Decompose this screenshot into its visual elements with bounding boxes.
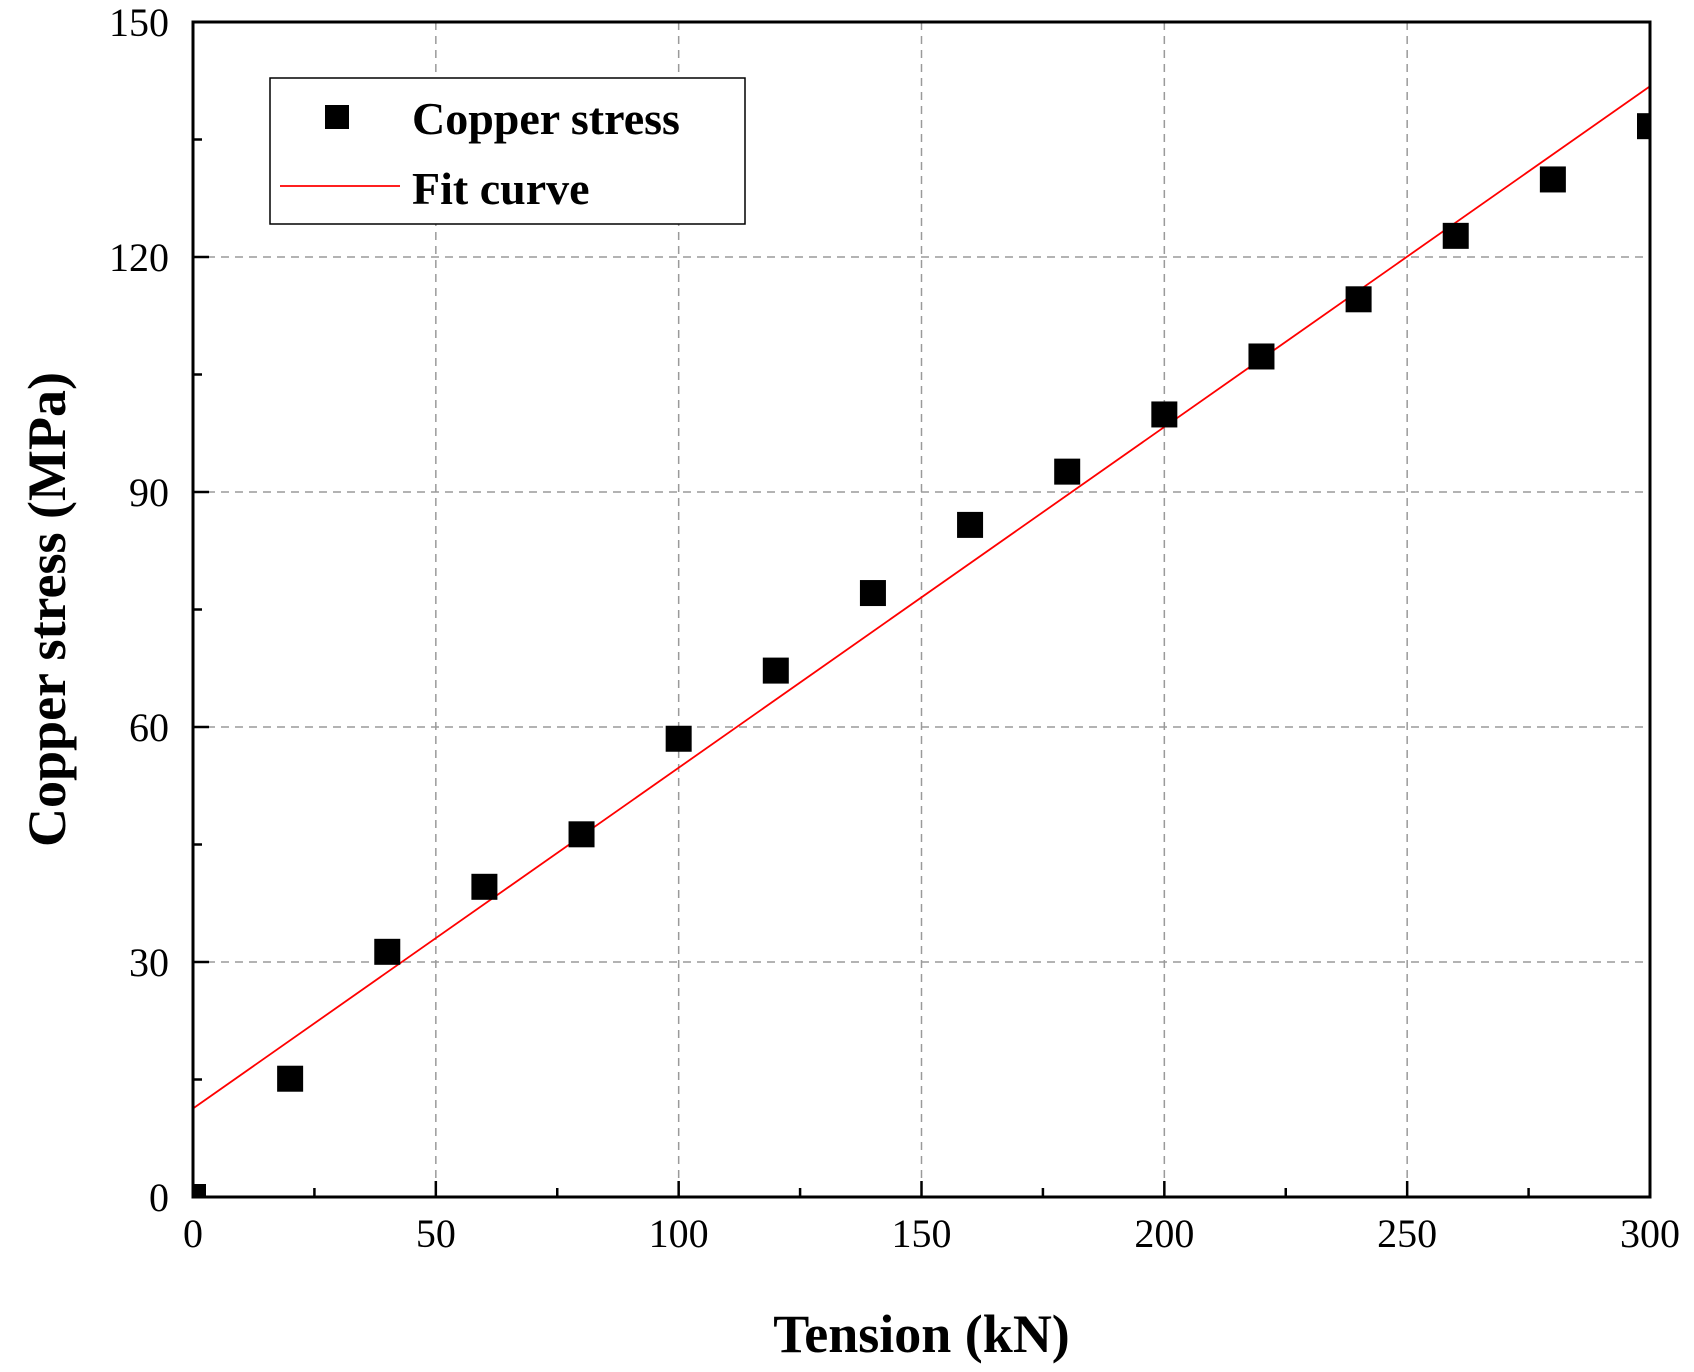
scatter-points-layer	[193, 113, 1650, 1197]
y-tick-label: 90	[129, 470, 169, 515]
data-point	[1345, 286, 1372, 313]
data-point	[665, 725, 692, 752]
data-point	[471, 873, 498, 900]
data-point	[374, 938, 401, 965]
data-point	[1442, 222, 1469, 249]
fit-curve-layer	[192, 85, 1651, 1110]
legend: Copper stress Fit curve	[269, 77, 746, 225]
y-tick-label: 0	[149, 1175, 169, 1220]
data-point	[957, 511, 984, 538]
x-tick-label: 200	[1134, 1211, 1194, 1256]
data-point	[568, 821, 595, 848]
legend-marker-copper-stress	[325, 105, 349, 129]
x-tick-label: 250	[1377, 1211, 1437, 1256]
y-tick-label: 120	[109, 235, 169, 280]
data-point	[1248, 343, 1275, 370]
data-point	[1637, 113, 1650, 140]
data-point	[1539, 166, 1566, 193]
data-point	[1054, 458, 1081, 485]
x-tick-label: 100	[649, 1211, 709, 1256]
y-tick-label: 60	[129, 705, 169, 750]
axis-ticks	[191, 20, 1652, 1199]
legend-box	[269, 77, 746, 225]
data-point	[859, 580, 886, 607]
x-tick-label: 0	[183, 1211, 203, 1256]
grid	[193, 22, 1650, 1197]
data-point	[1151, 401, 1178, 428]
legend-label-copper-stress: Copper stress	[412, 93, 680, 144]
fit-curve-line	[192, 85, 1651, 1110]
x-tick-label: 50	[416, 1211, 456, 1256]
y-tick-label: 30	[129, 940, 169, 985]
x-tick-labels: 0 50 100 150 200 250 300	[183, 1211, 1680, 1256]
legend-label-fit-curve: Fit curve	[412, 163, 590, 214]
data-point	[277, 1065, 304, 1092]
x-axis-title: Tension (kN)	[773, 1304, 1070, 1364]
data-point	[762, 657, 789, 684]
y-axis-title: Copper stress (MPa)	[17, 372, 77, 847]
y-tick-labels: 0 30 60 90 120 150	[109, 0, 169, 1220]
data-point	[193, 1184, 206, 1197]
x-tick-label: 150	[892, 1211, 952, 1256]
y-tick-label: 150	[109, 0, 169, 45]
x-tick-label: 300	[1620, 1211, 1680, 1256]
